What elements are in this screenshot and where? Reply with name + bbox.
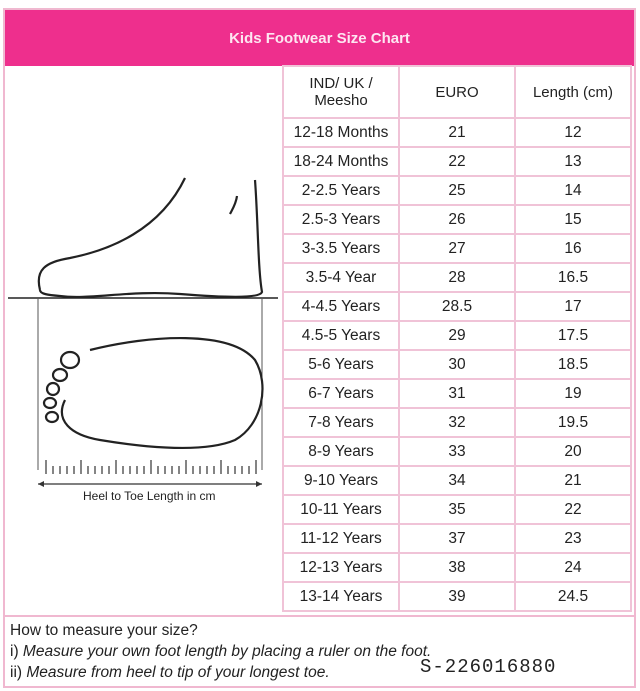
table-cell: 20 [514,436,632,467]
table-cell: 13-14 Years [282,581,400,612]
table-row: 10-11 Years 35 22 [282,494,632,525]
table-cell: 18.5 [514,349,632,380]
table-cell: 10-11 Years [282,494,400,525]
table-row: 13-14 Years 39 24.5 [282,581,632,612]
table-cell: 17 [514,291,632,322]
table-cell: 16.5 [514,262,632,293]
table-cell: 2.5-3 Years [282,204,400,235]
column-header: IND/ UK / Meesho [282,65,400,119]
table-row: 4.5-5 Years 29 17.5 [282,320,632,351]
column-header: EURO [398,65,516,119]
table-row: 11-12 Years 37 23 [282,523,632,554]
table-row: 3.5-4 Year 28 16.5 [282,262,632,293]
table-cell: 27 [398,233,516,264]
table-cell: 17.5 [514,320,632,351]
size-chart: Kids Footwear Size Chart IND/ UK / Meesh… [3,8,636,688]
ruler-label: Heel to Toe Length in cm [83,489,216,503]
column-header: Length (cm) [514,65,632,119]
table-cell: 16 [514,233,632,264]
instructions-heading: How to measure your size? [10,622,198,639]
table-cell: 26 [398,204,516,235]
table-cell: 32 [398,407,516,438]
table-row: 2.5-3 Years 26 15 [282,204,632,235]
table-row: 3-3.5 Years 27 16 [282,233,632,264]
table-cell: 24 [514,552,632,583]
size-table: IND/ UK / Meesho EURO Length (cm) 12-18 Mo… [282,65,632,612]
table-cell: 38 [398,552,516,583]
table-cell: 4.5-5 Years [282,320,400,351]
table-row: 7-8 Years 32 19.5 [282,407,632,438]
table-cell: 35 [398,494,516,525]
table-cell: 13 [514,146,632,177]
table-cell: 29 [398,320,516,351]
table-cell: 39 [398,581,516,612]
table-cell: 23 [514,523,632,554]
table-cell: 14 [514,175,632,206]
table-cell: 22 [514,494,632,525]
chart-title: Kids Footwear Size Chart [5,10,634,66]
table-cell: 3-3.5 Years [282,233,400,264]
instruction-step-2: ii) Measure from heel to tip of your lon… [10,664,330,681]
table-row: 4-4.5 Years 28.5 17 [282,291,632,322]
table-cell: 37 [398,523,516,554]
table-cell: 5-6 Years [282,349,400,380]
table-cell: 21 [514,465,632,496]
table-cell: 9-10 Years [282,465,400,496]
ruler-icon [45,460,257,474]
table-cell: 28.5 [398,291,516,322]
table-cell: 24.5 [514,581,632,612]
table-cell: 22 [398,146,516,177]
table-cell: 7-8 Years [282,407,400,438]
table-row: 9-10 Years 34 21 [282,465,632,496]
foot-illustration [8,177,278,487]
table-cell: 12-13 Years [282,552,400,583]
table-row: 6-7 Years 31 19 [282,378,632,409]
table-cell: 6-7 Years [282,378,400,409]
table-cell: 28 [398,262,516,293]
instruction-step-1: i) Measure your own foot length by placi… [10,643,432,660]
foot-sole-icon [42,337,264,449]
table-cell: 12-18 Months [282,117,400,148]
table-cell: 31 [398,378,516,409]
table-row: 18-24 Months 22 13 [282,146,632,177]
foot-side-icon [37,177,264,299]
table-row: 12-13 Years 38 24 [282,552,632,583]
table-cell: 34 [398,465,516,496]
table-cell: 15 [514,204,632,235]
table-cell: 3.5-4 Year [282,262,400,293]
table-cell: 33 [398,436,516,467]
table-cell: 25 [398,175,516,206]
table-cell: 2-2.5 Years [282,175,400,206]
table-cell: 4-4.5 Years [282,291,400,322]
measure-instructions: How to measure your size? i) Measure you… [5,615,634,686]
table-cell: 18-24 Months [282,146,400,177]
table-row: 5-6 Years 30 18.5 [282,349,632,380]
table-row: 12-18 Months 21 12 [282,117,632,148]
table-cell: 30 [398,349,516,380]
table-row: 8-9 Years 33 20 [282,436,632,467]
table-cell: 8-9 Years [282,436,400,467]
table-cell: 11-12 Years [282,523,400,554]
table-cell: 21 [398,117,516,148]
watermark: S-226016880 [420,656,557,678]
table-cell: 12 [514,117,632,148]
table-cell: 19.5 [514,407,632,438]
table-row: 2-2.5 Years 25 14 [282,175,632,206]
table-cell: 19 [514,378,632,409]
